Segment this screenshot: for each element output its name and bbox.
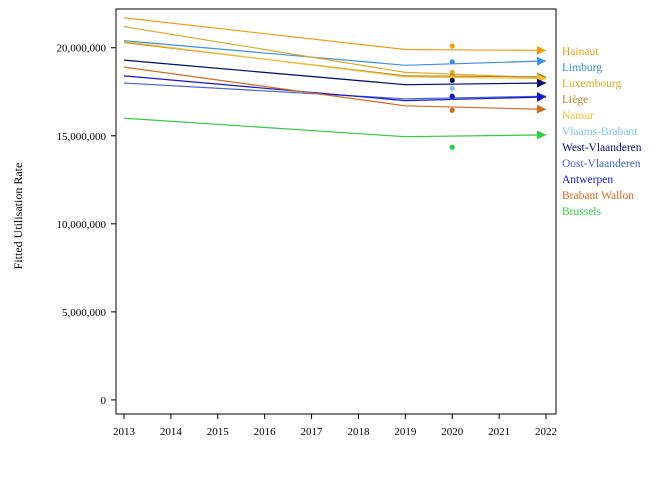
series-line-oost-vlaanderen [123,82,547,100]
series-line-west-vlaanderen [123,59,547,86]
x-tick-label-2017: 2017 [301,426,324,438]
series-arrow-west-vlaanderen [536,78,546,88]
y-tick-label-20000000: 20,000,000 [57,43,107,55]
series-line-namur [123,41,547,80]
series-line-limburg [123,40,547,66]
plot-area [115,8,557,415]
legend-label-luxembourg: Luxembourg [562,78,621,90]
y-tick-label-15000000: 15,000,000 [57,131,107,143]
x-tick-label-2018: 2018 [347,426,370,438]
legend-label-antwerpen: Antwerpen [562,174,613,186]
point-2020-antwerpen [449,93,455,99]
y-tick-label-5000000: 5,000,000 [62,307,107,319]
legend-label-vlaams-brabant: Vlaams-Brabant [562,126,638,138]
series-line-brabant-wallon [123,66,547,110]
point-2020-limburg [449,59,455,65]
legend-label-limburg: Limburg [562,62,602,74]
legend-label-west-vlaanderen: West-Vlaanderen [562,142,642,154]
series-lines [123,17,547,140]
series-line-hainaut [123,17,547,51]
axis-ticks: 2013 2014 2015 2016 2017 2018 2019 2020 2021 2022… [57,43,558,438]
point-2020-vlaams-brabant [449,85,455,91]
x-tick-label-2014: 2014 [160,426,183,438]
series-line-antwerpen [123,75,547,102]
observed-points [449,43,455,150]
legend: Hainaut Limburg Luxembourg Liège Namur Vlaams… [562,46,642,218]
x-tick-label-2021: 2021 [488,426,510,438]
point-2020-hainaut [449,43,455,49]
x-tick-label-2013: 2013 [113,426,136,438]
y-axis-title: Fitted Utilisation Rate [11,163,25,270]
point-2020-brussels [449,144,455,150]
legend-label-hainaut: Hainaut [562,46,599,58]
series-arrow-antwerpen [536,92,546,102]
x-tick-label-2019: 2019 [394,426,417,438]
x-tick-label-2022: 2022 [535,426,557,438]
legend-label-li-ge: Liège [562,94,588,106]
legend-label-oost-vlaanderen: Oost-Vlaanderen [562,158,641,170]
series-arrow-brabant-wallon [536,104,546,114]
series-arrow-limburg [536,56,546,66]
x-tick-label-2020: 2020 [441,426,464,438]
series-arrow-brussels [536,130,546,140]
legend-label-namur: Namur [562,110,594,122]
legend-label-brabant-wallon: Brabant Wallon [562,190,634,202]
x-tick-label-2015: 2015 [207,426,230,438]
y-tick-label-0: 0 [101,395,107,407]
series-line-brussels [123,117,547,138]
series-arrow-hainaut [536,45,546,55]
point-2020-brabant-wallon [449,107,455,113]
y-tick-label-10000000: 10,000,000 [57,219,107,231]
x-tick-label-2016: 2016 [254,426,277,438]
point-2020-west-vlaanderen [449,77,455,83]
legend-label-brussels: Brussels [562,206,602,218]
